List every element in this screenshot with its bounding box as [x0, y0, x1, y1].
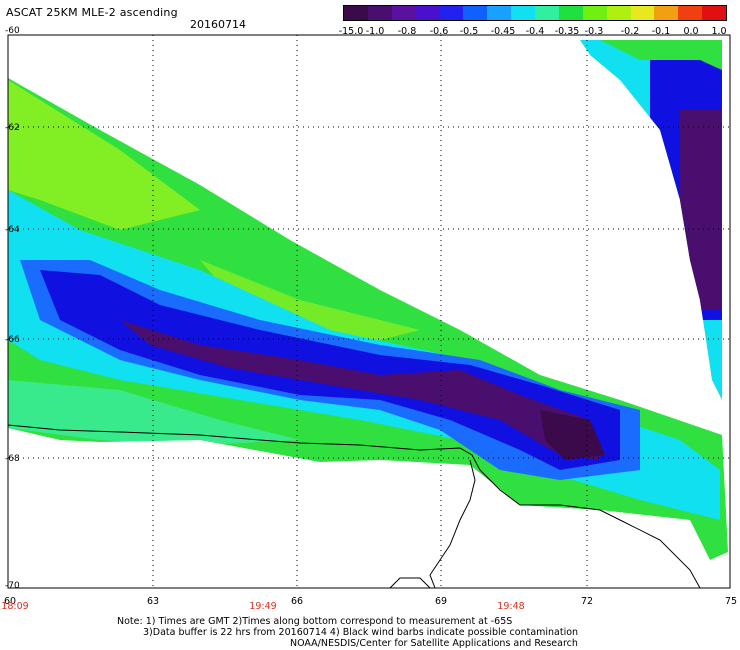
swath-deep-region [540, 410, 605, 460]
coastline-inland [429, 459, 476, 589]
legend-label: -0.5 [459, 26, 479, 37]
lat-label: -60 [5, 26, 20, 36]
lat-label: -62 [5, 123, 20, 133]
legend-swatch [391, 6, 416, 20]
swath-lime-region [8, 80, 200, 230]
note-line-1: Note: 1) Times are GMT 2)Times along bot… [117, 616, 513, 627]
coastline [7, 424, 701, 589]
legend-swatch [630, 6, 655, 20]
lat-label: -68 [5, 454, 20, 464]
color-legend [343, 5, 727, 21]
legend-swatch [344, 6, 368, 20]
lon-label: 63 [146, 596, 160, 607]
legend-labels: -15.0 -1.0 -0.8 -0.6 -0.5 -0.45 -0.4 -0.… [339, 26, 729, 38]
swath-dark-region [120, 320, 600, 460]
swath-aqua-region [8, 380, 300, 445]
legend-label: -15.0 [338, 26, 364, 37]
lon-label: 66 [290, 596, 304, 607]
lon-label: 60 [3, 596, 17, 607]
legend-swatch [678, 6, 703, 20]
legend-swatch [535, 6, 559, 20]
legend-swatch [463, 6, 488, 20]
legend-label: -0.4 [525, 26, 545, 37]
legend-swatch [606, 6, 631, 20]
legend-swatch [558, 6, 583, 20]
legend-label: -0.1 [651, 26, 671, 37]
time-label: 19:49 [249, 601, 277, 612]
legend-label: -0.6 [429, 26, 449, 37]
legend-label: -0.2 [620, 26, 640, 37]
legend-label: -0.35 [554, 26, 580, 37]
legend-swatch [415, 6, 440, 20]
note-line-3: NOAA/NESDIS/Center for Satellite Applica… [290, 638, 578, 649]
east-dark-region [680, 110, 722, 310]
data-swath [8, 78, 728, 560]
time-label: 18:09 [1, 601, 29, 612]
note-line-2: 3)Data buffer is 22 hrs from 20160714 4)… [143, 627, 579, 638]
legend-label: -1.0 [365, 26, 385, 37]
legend-swatch [511, 6, 535, 20]
east-green-region [600, 40, 722, 70]
lon-label: 69 [434, 596, 448, 607]
lon-label: 75 [724, 596, 738, 607]
legend-swatch [367, 6, 392, 20]
coastline-island [389, 577, 431, 589]
map-frame [7, 34, 731, 589]
lat-label: -70 [5, 581, 20, 591]
legend-label: -0.45 [490, 26, 516, 37]
lat-label: -66 [5, 335, 20, 345]
legend-label: -0.3 [584, 26, 604, 37]
legend-swatch [439, 6, 464, 20]
legend-label: 0.0 [683, 26, 699, 37]
lon-label: 72 [580, 596, 594, 607]
lat-label: -64 [5, 225, 20, 235]
legend-label: -0.8 [397, 26, 417, 37]
legend-swatch [654, 6, 679, 20]
map-title: ASCAT 25KM MLE-2 ascending [6, 6, 178, 19]
legend-swatch [582, 6, 607, 20]
time-label: 19:48 [497, 601, 525, 612]
legend-label: 1.0 [711, 26, 727, 37]
legend-swatch [702, 6, 726, 20]
legend-swatch [487, 6, 512, 20]
map-date: 20160714 [190, 18, 246, 31]
